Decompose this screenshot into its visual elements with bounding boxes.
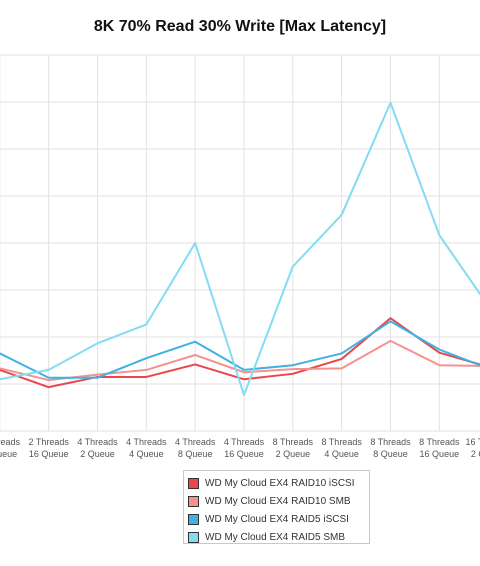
- x-tick-label: 16 Queue: [420, 449, 460, 459]
- legend-swatch: [188, 531, 199, 543]
- x-tick-label: 4 Queue: [324, 449, 359, 459]
- legend-item: WD My Cloud EX4 RAID5 iSCSI: [188, 510, 365, 528]
- legend-item: WD My Cloud EX4 RAID5 SMB: [188, 528, 365, 546]
- x-tick-label: 2 Queue: [0, 449, 17, 459]
- x-tick-label: 2 Queue: [471, 449, 480, 459]
- legend-swatch: [188, 495, 199, 507]
- x-tick-label: 8 Threads: [419, 437, 460, 447]
- x-tick-label: 8 Queue: [373, 449, 408, 459]
- series-line-1: [0, 339, 480, 382]
- x-tick-label: 8 Threads: [321, 437, 362, 447]
- x-tick-label: 8 Threads: [273, 437, 314, 447]
- x-tick-label: 8 Queue: [178, 449, 213, 459]
- series-lines: [0, 101, 480, 396]
- x-tick-label: 2 Threads: [0, 437, 21, 447]
- legend-label: WD My Cloud EX4 RAID5 SMB: [205, 531, 346, 543]
- legend-label: WD My Cloud EX4 RAID5 iSCSI: [205, 513, 349, 525]
- legend: WD My Cloud EX4 RAID10 iSCSI WD My Cloud …: [183, 470, 370, 544]
- legend-item: WD My Cloud EX4 RAID10 iSCSI: [188, 474, 365, 492]
- x-tick-label: 8 Threads: [370, 437, 411, 447]
- series-line-2: [0, 320, 480, 379]
- x-tick-label: 4 Queue: [129, 449, 164, 459]
- x-tick-label: 2 Queue: [80, 449, 115, 459]
- legend-swatch: [188, 477, 199, 489]
- x-tick-label: 4 Threads: [224, 437, 265, 447]
- x-tick-label: 4 Threads: [77, 437, 118, 447]
- series-line-3: [0, 101, 480, 396]
- x-tick-label: 16 Queue: [224, 449, 264, 459]
- x-tick-label: 16 Queue: [29, 449, 69, 459]
- chart-title: 8K 70% Read 30% Write [Max Latency]: [93, 18, 387, 35]
- legend-swatch: [188, 513, 199, 525]
- legend-item: WD My Cloud EX4 RAID10 SMB: [188, 492, 365, 510]
- series-line-0: [0, 317, 480, 389]
- x-tick-label: 4 Threads: [126, 437, 167, 447]
- x-tick-label: 4 Threads: [175, 437, 216, 447]
- grid-lines: [0, 54, 480, 432]
- x-tick-label: 16 Threads: [465, 437, 480, 447]
- legend-label: WD My Cloud EX4 RAID10 iSCSI: [205, 477, 355, 489]
- legend-label: WD My Cloud EX4 RAID10 SMB: [205, 495, 351, 507]
- x-tick-label: 2 Threads: [28, 437, 69, 447]
- x-tick-label: 2 Queue: [276, 449, 311, 459]
